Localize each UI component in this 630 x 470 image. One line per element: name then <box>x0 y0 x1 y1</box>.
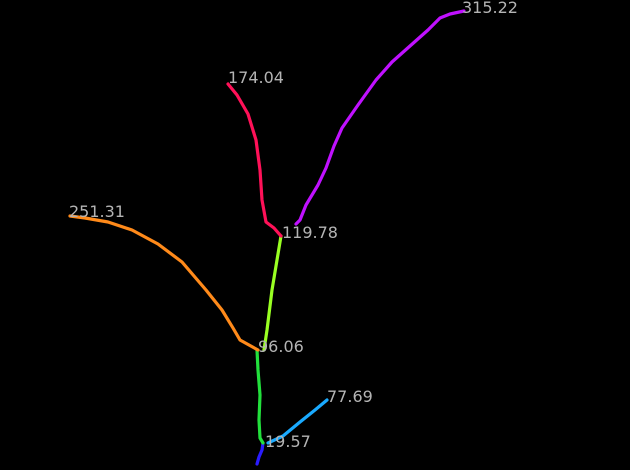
branch-red <box>226 82 283 238</box>
node-label-19: 19.57 <box>265 432 311 451</box>
node-label-174: 174.04 <box>228 68 284 87</box>
branch-trunk-low <box>255 348 265 445</box>
node-label-96: 96.06 <box>258 337 304 356</box>
node-label-119: 119.78 <box>282 223 338 242</box>
branch-purple <box>294 9 466 226</box>
branch-blue <box>266 398 329 445</box>
node-label-251: 251.31 <box>69 202 125 221</box>
branch-orange <box>68 214 260 352</box>
branch-root <box>255 441 265 466</box>
node-label-315: 315.22 <box>462 0 518 17</box>
branch-trunk-mid <box>262 234 283 352</box>
node-label-77: 77.69 <box>327 387 373 406</box>
